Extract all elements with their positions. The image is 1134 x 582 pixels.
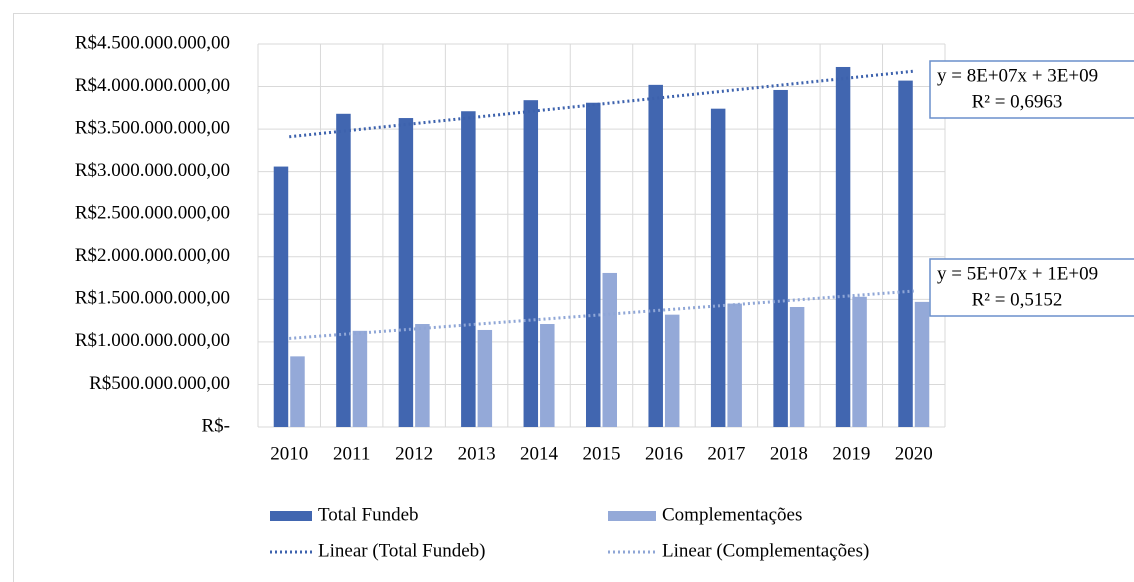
bar (523, 100, 539, 427)
y-tick-label: R$500.000.000,00 (89, 373, 230, 394)
legend-label: Complementações (662, 504, 802, 525)
x-tick-label: 2010 (270, 443, 308, 464)
trendline-label-box (929, 258, 1134, 317)
trendline-r-squared: R² = 0,5152 (972, 289, 1063, 310)
x-tick-label: 2019 (832, 443, 870, 464)
y-tick-label: R$4.500.000.000,00 (75, 32, 230, 53)
bar (290, 356, 305, 427)
y-tick-label: R$3.500.000.000,00 (75, 117, 230, 138)
bar (477, 329, 493, 427)
bar (398, 118, 414, 428)
trendline (289, 289, 914, 340)
bar (273, 166, 289, 427)
bar (727, 303, 742, 427)
y-tick-label: R$1.500.000.000,00 (75, 288, 230, 309)
x-tick-label: 2011 (333, 443, 370, 464)
x-tick-label: 2020 (895, 443, 933, 464)
bar (789, 306, 805, 427)
y-tick-label: R$- (202, 415, 231, 436)
trendline-equation: y = 5E+07x + 1E+09 (937, 263, 1098, 284)
x-tick-label: 2016 (645, 443, 683, 464)
bar (898, 80, 913, 427)
x-tick-label: 2013 (458, 443, 496, 464)
x-tick-label: 2012 (395, 443, 433, 464)
bar (835, 66, 851, 427)
x-tick-label: 2015 (583, 443, 621, 464)
bar (415, 324, 430, 427)
bar (586, 102, 601, 427)
y-tick-label: R$4.000.000.000,00 (75, 75, 230, 96)
legend-label: Linear (Total Fundeb) (318, 540, 486, 561)
bar (540, 324, 555, 427)
legend-swatch (608, 511, 656, 521)
bar (914, 301, 930, 427)
bar (773, 89, 788, 428)
x-tick-label: 2018 (770, 443, 808, 464)
trendline-r-squared: R² = 0,6963 (972, 91, 1063, 112)
trendline-label-box (929, 60, 1134, 119)
x-tick-label: 2014 (520, 443, 559, 464)
legend-label: Linear (Complementações) (662, 540, 869, 561)
bar (648, 84, 663, 427)
x-tick-label: 2017 (707, 443, 745, 464)
legend-label: Total Fundeb (318, 504, 419, 525)
y-tick-label: R$1.000.000.000,00 (75, 330, 230, 351)
bar (336, 113, 351, 428)
y-tick-label: R$2.500.000.000,00 (75, 203, 230, 224)
bar (710, 108, 726, 427)
bar (602, 272, 617, 427)
bar (852, 296, 867, 427)
bar (664, 314, 680, 427)
y-tick-label: R$3.000.000.000,00 (75, 160, 230, 181)
legend-swatch (270, 511, 312, 521)
bar (352, 330, 368, 427)
y-tick-label: R$2.000.000.000,00 (75, 245, 230, 266)
trendline-equation: y = 8E+07x + 3E+09 (937, 65, 1098, 86)
bar (461, 111, 476, 427)
